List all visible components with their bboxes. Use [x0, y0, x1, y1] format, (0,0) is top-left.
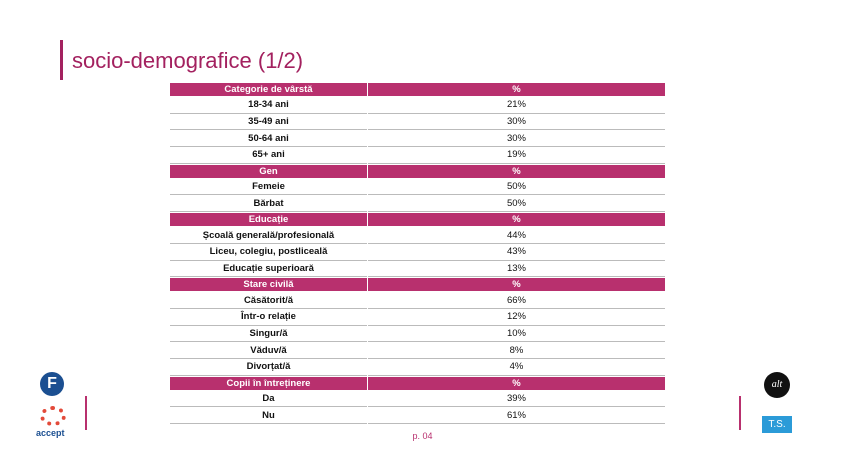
section-header: Gen [170, 164, 367, 178]
row-value: 13% [368, 261, 665, 278]
row-value: 4% [368, 359, 665, 376]
row-value: 50% [368, 196, 665, 213]
row-value: 19% [368, 147, 665, 164]
row-label: Da [170, 391, 367, 408]
section-header: % [368, 278, 665, 292]
row-label: Liceu, colegiu, postliceală [170, 244, 367, 261]
row-label: Școală generală/profesională [170, 227, 367, 244]
row-value: 30% [368, 130, 665, 148]
logo: accept [36, 428, 65, 438]
row-label: Căsătorit/ă [170, 292, 367, 309]
row-value: 50% [368, 179, 665, 196]
row-value: 66% [368, 292, 665, 309]
row-value: 8% [368, 342, 665, 360]
row-label: Educație superioară [170, 261, 367, 278]
divider [739, 396, 741, 430]
divider [85, 396, 87, 430]
row-label: Femeie [170, 179, 367, 196]
row-value: 10% [368, 326, 665, 343]
row-label: Singur/ă [170, 326, 367, 343]
section-header: Educație [170, 213, 367, 227]
row-value: 43% [368, 244, 665, 261]
page-number: p. 04 [412, 431, 433, 441]
row-label: Nu [170, 408, 367, 425]
logo-icon [40, 406, 66, 426]
logo: T.S. [762, 416, 792, 433]
row-label: 50-64 ani [170, 130, 367, 148]
title-bar [60, 40, 63, 80]
section-header: Copii în întreținere [170, 376, 367, 390]
section-header: % [368, 83, 665, 96]
row-value: 12% [368, 309, 665, 326]
section-header: % [368, 213, 665, 227]
row-value: 61% [368, 408, 665, 425]
row-label: 18-34 ani [170, 97, 367, 114]
section-header: % [368, 376, 665, 390]
row-label: 65+ ani [170, 147, 367, 164]
row-value: 30% [368, 114, 665, 131]
row-label: 35-49 ani [170, 114, 367, 131]
row-label: Bărbat [170, 196, 367, 213]
logo: F [40, 372, 64, 396]
row-label: Într-o relație [170, 309, 367, 326]
row-label: Divorțat/ă [170, 359, 367, 376]
section-header: % [368, 164, 665, 178]
row-value: 39% [368, 391, 665, 408]
row-value: 44% [368, 227, 665, 244]
title: socio-demografice (1/2) [72, 48, 304, 73]
row-label: Văduv/ă [170, 342, 367, 360]
logo: alt [764, 372, 790, 398]
section-header: Categorie de vârstă [170, 83, 367, 96]
row-value: 21% [368, 97, 665, 114]
section-header: Stare civilă [170, 278, 367, 292]
